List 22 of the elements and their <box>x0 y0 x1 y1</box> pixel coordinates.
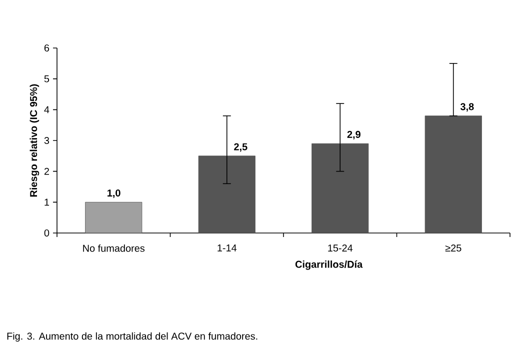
bar <box>424 116 482 234</box>
x-axis-title: Cigarrillos/Día <box>295 260 363 270</box>
y-tick-label: 6 <box>44 44 50 52</box>
y-tick-label: 3 <box>44 136 50 144</box>
y-tick-label: 1 <box>44 198 50 206</box>
y-axis-title: Riesgo relativo (IC 95%) <box>30 84 40 197</box>
y-tick-label: 2 <box>44 168 49 175</box>
data-label: 2,5 <box>234 143 248 152</box>
data-label: 3,8 <box>460 103 474 112</box>
data-label: 1,0 <box>108 189 120 198</box>
caption: Fig. 3. Aumento de la mortalidad del ACV en fumadores. <box>7 332 258 342</box>
bar <box>198 156 256 234</box>
y-tick-label: 5 <box>44 75 50 82</box>
y-tick-label: 4 <box>44 106 50 114</box>
x-tick-label: 15-24 <box>328 244 353 252</box>
x-tick-label: ≥25 <box>445 244 462 252</box>
x-tick-label: No fumadores <box>83 244 145 252</box>
x-tick-label: 1-14 <box>218 244 237 252</box>
y-tick-label: 0 <box>44 229 50 237</box>
bar <box>312 143 369 234</box>
data-label: 2,9 <box>347 130 360 140</box>
bar <box>85 202 142 234</box>
